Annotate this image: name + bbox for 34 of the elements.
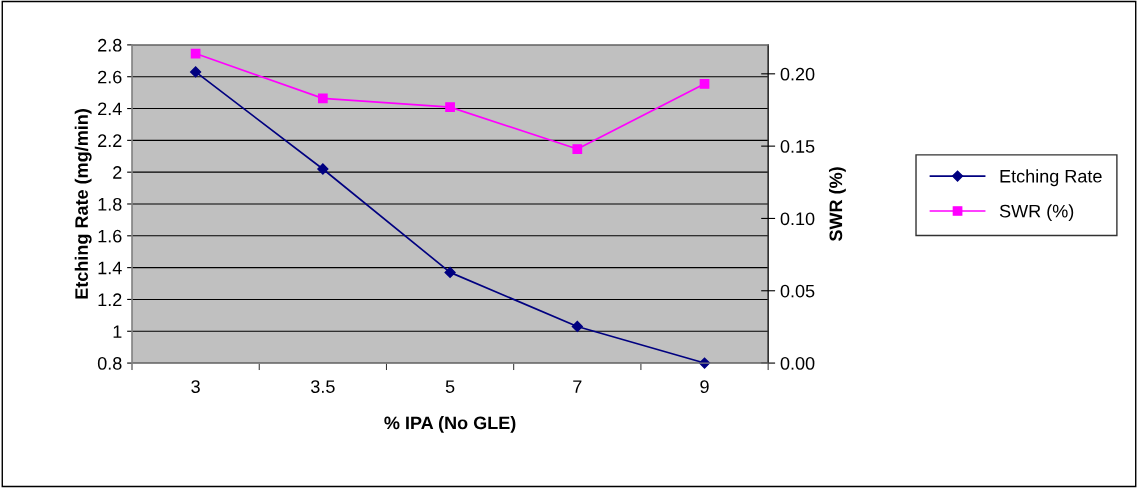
point <box>699 79 710 89</box>
y-tick-label: 1.2 <box>98 293 122 306</box>
y-tick-label: 1 <box>113 325 122 338</box>
point <box>444 266 456 278</box>
x-tick-label: 3 <box>191 380 200 393</box>
x-tick-label: 3.5 <box>310 380 335 393</box>
x-tick-label: 5 <box>445 380 455 393</box>
y-axis-title: Etching Rate (mg/min) <box>74 109 92 299</box>
y-tick-label: 1.8 <box>98 197 122 211</box>
y2-tick-label: 0.20 <box>780 67 815 81</box>
y2-tick-label: 0.10 <box>780 212 815 226</box>
legend-label: SWR (%) <box>999 204 1074 222</box>
y-tick-label: 2.2 <box>98 134 122 147</box>
y-tick-label: 1.6 <box>98 229 122 243</box>
legend-label: Etching Rate <box>1000 169 1102 187</box>
y-tick-label: 0.8 <box>97 357 122 370</box>
x-tick-label: 9 <box>700 380 709 393</box>
x-axis-title: % IPA (No GLE) <box>384 416 516 433</box>
y-tick-label: 2.4 <box>98 102 122 116</box>
y-tick-label: 1.4 <box>98 261 122 275</box>
y-tick-label: 2 <box>113 166 122 179</box>
y-tick-label: 2.8 <box>98 38 122 52</box>
x-tick-label: 7 <box>573 380 582 393</box>
point <box>190 66 202 78</box>
y2-tick-label: 0.00 <box>780 357 815 370</box>
point <box>571 320 583 333</box>
point <box>572 144 583 154</box>
y2-axis-title: SWR (%) <box>828 167 846 242</box>
y2-tick-label: 0.15 <box>780 140 815 153</box>
y-tick-label: 2.6 <box>98 70 122 84</box>
point <box>445 102 455 112</box>
y2-tick-label: 0.05 <box>780 284 815 298</box>
point <box>317 163 329 175</box>
point <box>317 93 328 104</box>
